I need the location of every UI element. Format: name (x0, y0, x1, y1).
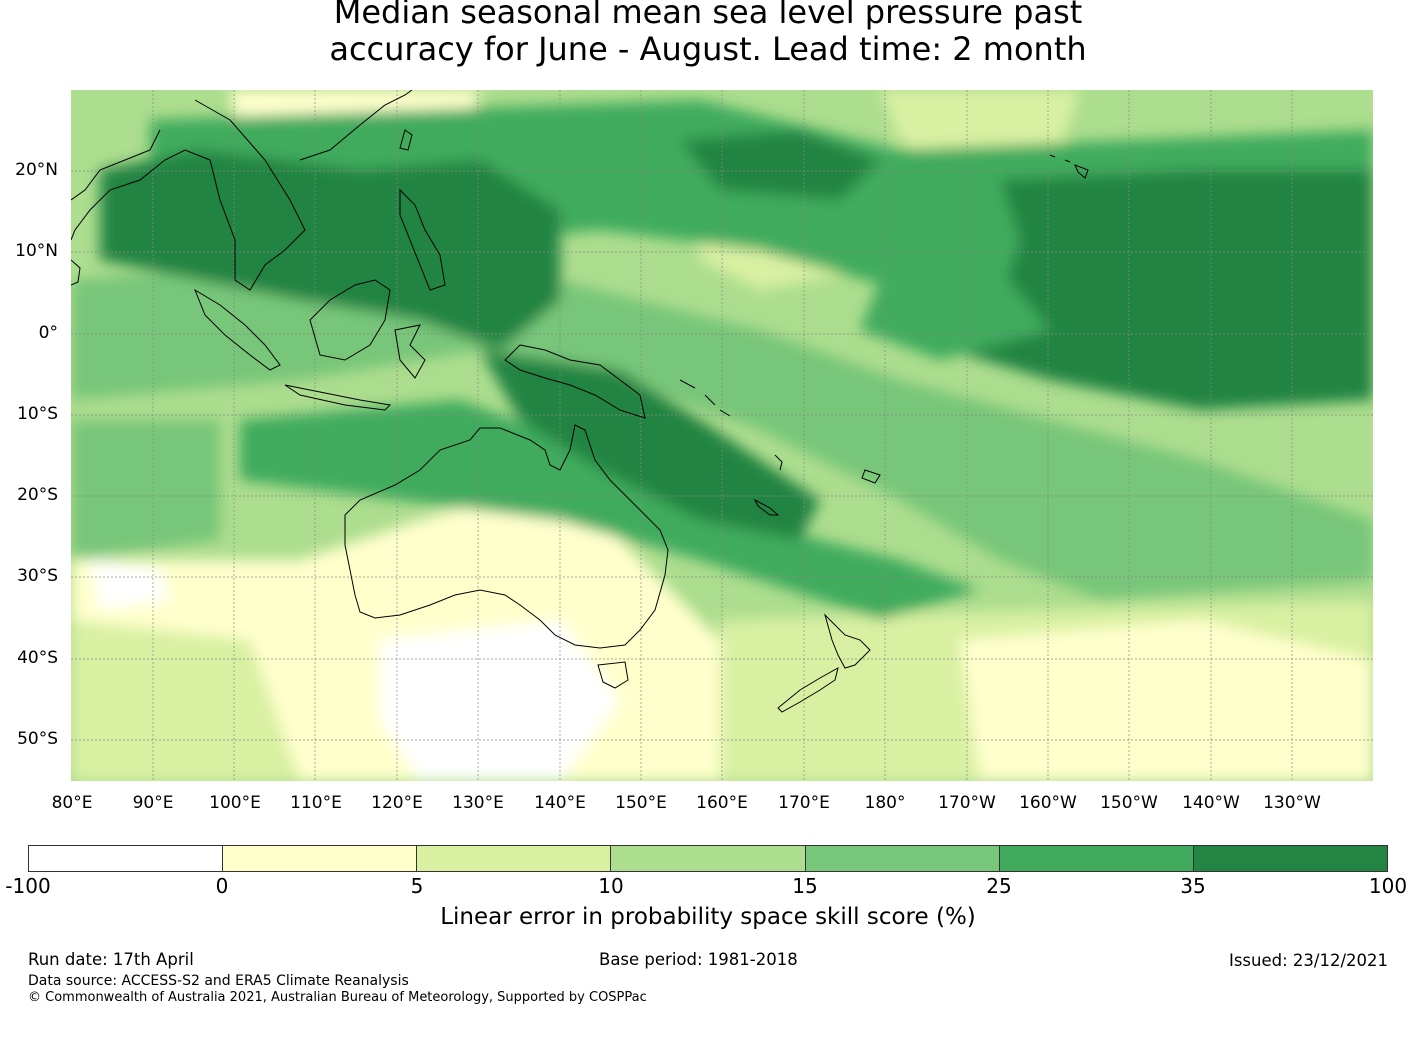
data-source: Data source: ACCESS-S2 and ERA5 Climate … (28, 973, 409, 989)
graticule (71, 90, 1373, 781)
colorbar-swatch-5 (805, 846, 1000, 871)
new-guinea-coast (504, 344, 646, 419)
lat-label-10s: 10°S (17, 404, 58, 424)
solomon-islands (679, 379, 731, 417)
lat-label-0: 0° (38, 323, 58, 343)
india-coast (71, 129, 161, 201)
colorbar-tick: 35 (1180, 874, 1206, 898)
skill-map (71, 90, 1373, 781)
colorbar-label: Linear error in probability space skill … (440, 904, 976, 930)
lon-label-150e: 150°E (615, 793, 667, 813)
lon-label-90e: 90°E (132, 793, 174, 813)
lat-label-40s: 40°S (17, 648, 58, 668)
lon-label-130w: 130°W (1263, 793, 1321, 813)
new-zealand-south (777, 667, 839, 713)
base-period: Base period: 1981-2018 (599, 950, 798, 969)
fiji (861, 469, 881, 484)
australia-coast (344, 424, 669, 649)
title-line-1: Median seasonal mean sea level pressure … (333, 0, 1083, 31)
issued-date: Issued: 23/12/2021 (1228, 951, 1388, 970)
colorbar-swatch-2 (223, 846, 418, 871)
indochina-coast (71, 99, 306, 291)
lon-label-80e: 80°E (51, 793, 93, 813)
tasmania-coast (597, 661, 629, 689)
java-coast (284, 384, 392, 411)
philippines-coast (399, 188, 446, 291)
sri-lanka (71, 259, 81, 286)
lon-label-120e: 120°E (371, 793, 423, 813)
coastlines (71, 90, 1089, 713)
colorbar-swatch-1 (29, 846, 224, 871)
map-title: Median seasonal mean sea level pressure … (0, 0, 1416, 68)
colorbar-tick: 0 (215, 874, 229, 898)
lon-label-150w: 150°W (1100, 793, 1158, 813)
new-zealand-north (824, 613, 871, 669)
colorbar-swatch-6 (999, 846, 1194, 871)
copyright: © Commonwealth of Australia 2021, Austra… (28, 990, 647, 1005)
colorbar-tick: 25 (986, 874, 1012, 898)
lon-label-110e: 110°E (290, 793, 342, 813)
colorbar-swatch-4 (611, 846, 806, 871)
colorbar-swatch-3 (417, 846, 612, 871)
colorbar-tick: -100 (5, 874, 51, 898)
colorbar-tick: 5 (410, 874, 424, 898)
lon-label-160w: 160°W (1019, 793, 1077, 813)
lon-label-140e: 140°E (534, 793, 586, 813)
sumatra-coast (193, 288, 281, 371)
colorbar-tick: 100 (1368, 874, 1408, 898)
taiwan-coast (399, 129, 413, 151)
lon-label-100e: 100°E (209, 793, 261, 813)
lat-label-50s: 50°S (17, 729, 58, 749)
lat-label-20s: 20°S (17, 485, 58, 505)
colorbar-tick: 15 (792, 874, 818, 898)
colorbar-swatch-7 (1193, 846, 1387, 871)
lon-label-160e: 160°E (696, 793, 748, 813)
run-date: Run date: 17th April (28, 950, 194, 969)
colorbar (28, 845, 1388, 872)
lon-label-170e: 170°E (778, 793, 830, 813)
lat-label-10n: 10°N (15, 241, 58, 261)
skill-field (71, 90, 1373, 781)
lon-label-130e: 130°E (452, 793, 504, 813)
vanuatu (774, 454, 783, 471)
sulawesi-coast (394, 324, 426, 379)
new-caledonia (753, 498, 780, 516)
borneo-coast (309, 279, 391, 361)
lat-label-30s: 30°S (17, 566, 58, 586)
lon-label-180: 180° (864, 793, 906, 813)
lon-label-140w: 140°W (1182, 793, 1240, 813)
colorbar-tick: 10 (598, 874, 624, 898)
hawaii (1049, 154, 1089, 179)
title-line-2: accuracy for June - August. Lead time: 2… (329, 30, 1087, 68)
china-coast (299, 90, 413, 161)
lat-label-20n: 20°N (15, 160, 58, 180)
lon-label-170w: 170°W (938, 793, 996, 813)
